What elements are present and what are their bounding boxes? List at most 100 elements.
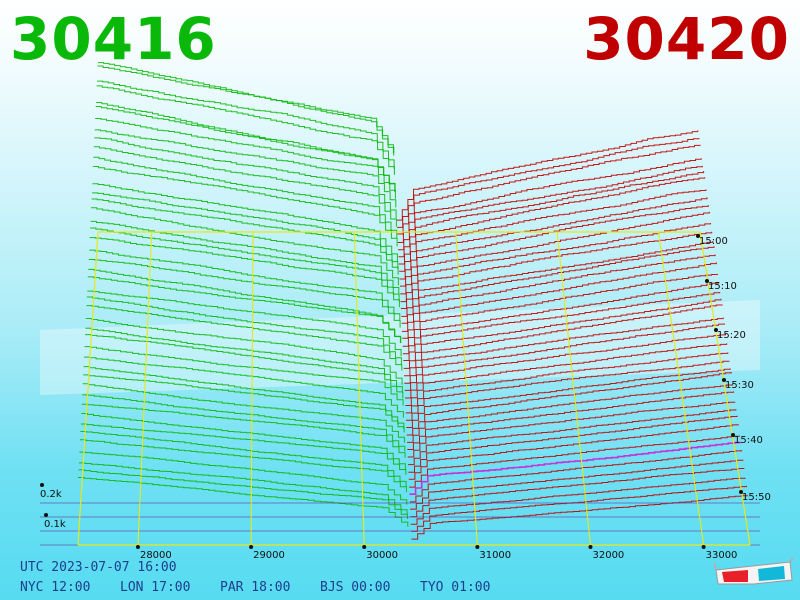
grid-price-32000 — [556, 231, 592, 546]
ask-curve — [403, 298, 722, 369]
lon-time: LON 17:00 — [120, 580, 191, 595]
ask-curve — [404, 317, 724, 384]
depth-tick-label: 0.2k — [40, 489, 62, 500]
time-tick-label: 15:20 — [717, 330, 746, 341]
ask-curve — [406, 368, 731, 428]
ask-curve — [403, 292, 721, 361]
ask-curve — [399, 205, 709, 287]
tick-dot-32000 — [588, 545, 593, 549]
bid-curve — [81, 413, 406, 470]
time-tick-dot — [714, 328, 718, 332]
time-tick-label: 15:30 — [725, 380, 754, 391]
bid-curve — [92, 192, 399, 269]
bid-curve — [93, 156, 398, 238]
grid-price-33000 — [657, 231, 705, 546]
grid-price-31000 — [455, 231, 478, 546]
bid-curve — [83, 366, 405, 430]
bid-curve — [86, 296, 402, 365]
tick-dot-28000 — [135, 545, 140, 549]
par-time: PAR 18:00 — [220, 580, 291, 595]
bid-curve — [91, 207, 399, 286]
grid-price-30000 — [353, 231, 365, 546]
time-tick-label: 15:50 — [742, 492, 771, 503]
bid-curve — [81, 403, 406, 458]
ask-curve — [408, 409, 737, 466]
time-tick-label: 15:10 — [708, 281, 737, 292]
bid-curve — [78, 469, 408, 519]
ask-curve — [410, 477, 746, 525]
bjs-time: BJS 00:00 — [320, 580, 391, 595]
bid-curve — [90, 227, 400, 302]
bid-curve — [79, 451, 408, 505]
bid-curve — [82, 383, 405, 443]
time-tick-dot — [722, 378, 726, 382]
grid-price-29000 — [250, 231, 254, 546]
bid-curve — [80, 431, 407, 487]
ask-curve — [398, 177, 706, 265]
depth-tick-dot — [44, 513, 48, 517]
bid-curve — [87, 290, 402, 357]
bid-curve — [92, 166, 398, 247]
bid-curve — [88, 268, 401, 343]
bid-curve — [86, 305, 403, 371]
time-tick-dot — [739, 490, 743, 494]
ask-curve — [409, 450, 743, 503]
ask-curve — [399, 189, 707, 272]
time-tick-label: 15:00 — [699, 236, 728, 247]
ask-curve — [406, 372, 732, 436]
bid-curve — [87, 276, 402, 344]
ask-curve — [397, 138, 700, 228]
bid-curve — [94, 129, 397, 208]
nyc-time: NYC 12:00 — [20, 580, 91, 595]
bid-curve — [94, 137, 397, 219]
x-tick-label: 32000 — [592, 550, 624, 561]
bid-curve — [96, 85, 395, 175]
ask-curve — [406, 360, 730, 421]
bid-curve — [91, 198, 399, 275]
ask-curve — [402, 282, 720, 355]
ask-curve — [405, 343, 728, 406]
bid-curve — [97, 65, 395, 156]
ask-curve — [408, 415, 738, 473]
bid-curve — [83, 374, 405, 433]
bid-curve — [89, 237, 400, 308]
utc-time: UTC 2023-07-07 16:00 — [20, 560, 177, 575]
time-tick-dot — [705, 279, 709, 283]
ask-curve — [407, 391, 735, 450]
ask-curve — [397, 144, 701, 235]
bid-curve — [82, 394, 406, 452]
x-tick-label: 30000 — [366, 550, 398, 561]
bid-curve — [90, 220, 400, 295]
bid-curve — [80, 423, 407, 475]
ask-curve — [407, 401, 736, 458]
3d-glasses-icon[interactable] — [714, 558, 794, 592]
ask-curve — [399, 197, 708, 280]
tick-dot-30000 — [362, 545, 367, 549]
tick-dot-29000 — [249, 545, 254, 549]
time-tick-label: 15:40 — [734, 435, 763, 446]
ask-curve — [411, 485, 747, 532]
bid-curve — [98, 62, 394, 154]
axis-labels: 28000 29000 30000 31000 32000 33000 0.1k 0.2k 15… — [40, 234, 771, 561]
ask-price: 30420 — [583, 5, 790, 73]
bid-curve — [97, 80, 395, 169]
ask-curve — [407, 383, 733, 443]
depth-tick-label: 0.1k — [44, 519, 66, 530]
depth-tick-dot — [40, 483, 44, 487]
ask-curve — [411, 495, 748, 540]
ask-curve — [398, 165, 703, 251]
bid-curve — [85, 334, 404, 399]
ask-curve — [400, 231, 713, 309]
ask-curve — [409, 435, 740, 488]
bid-curve — [84, 346, 404, 406]
ask-curve — [400, 211, 710, 295]
ask-curve — [408, 424, 739, 480]
ask-curve — [405, 352, 729, 414]
ask-curve — [409, 441, 742, 495]
bid-curve — [92, 183, 398, 262]
bid-curve — [88, 259, 401, 328]
x-tick-label: 28000 — [140, 550, 172, 561]
depth-curves — [40, 62, 760, 546]
grid-price-28000 — [137, 231, 153, 546]
